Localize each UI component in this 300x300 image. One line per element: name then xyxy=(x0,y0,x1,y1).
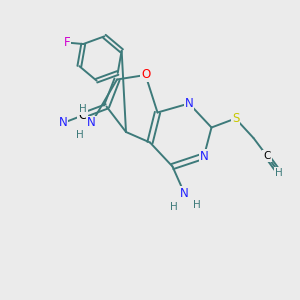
Text: N: N xyxy=(58,116,68,130)
Text: H: H xyxy=(76,130,83,140)
Text: C: C xyxy=(78,109,87,122)
Text: N: N xyxy=(180,187,189,200)
Text: N: N xyxy=(184,97,194,110)
Text: O: O xyxy=(141,68,150,82)
Text: F: F xyxy=(64,36,70,49)
Text: C: C xyxy=(263,151,271,161)
Text: H: H xyxy=(170,202,178,212)
Text: N: N xyxy=(200,149,208,163)
Text: N: N xyxy=(87,116,96,130)
Text: S: S xyxy=(232,112,239,125)
Text: H: H xyxy=(79,104,86,115)
Text: H: H xyxy=(193,200,200,211)
Text: H: H xyxy=(275,167,283,178)
